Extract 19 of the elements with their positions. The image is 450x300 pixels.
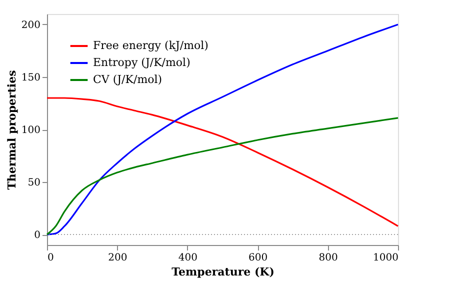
- legend-label: Entropy (J/K/mol): [93, 56, 190, 69]
- y-tick-label: 200: [21, 20, 40, 31]
- y-tick-label: 100: [21, 125, 40, 136]
- x-tick-label: 200: [108, 252, 128, 264]
- y-tick-label: 0: [34, 230, 40, 241]
- line-series: [46, 117, 399, 236]
- x-tick-label: 0: [48, 252, 54, 264]
- legend-label: Free energy (kJ/mol): [93, 39, 208, 52]
- y-tick-label: 50: [28, 178, 40, 188]
- y-axis-title: Thermal properties: [5, 70, 18, 190]
- x-tick-label: 800: [318, 252, 338, 264]
- x-tick-label: 1000: [373, 252, 398, 264]
- x-axis-title: Temperature (K): [172, 266, 274, 278]
- y-tick-label: 150: [21, 72, 40, 84]
- x-tick-label: 600: [248, 252, 268, 264]
- line-series: [46, 24, 399, 236]
- legend-label: CV (J/K/mol): [93, 73, 162, 86]
- line-series: [46, 97, 399, 227]
- x-tick-label: 400: [178, 252, 198, 264]
